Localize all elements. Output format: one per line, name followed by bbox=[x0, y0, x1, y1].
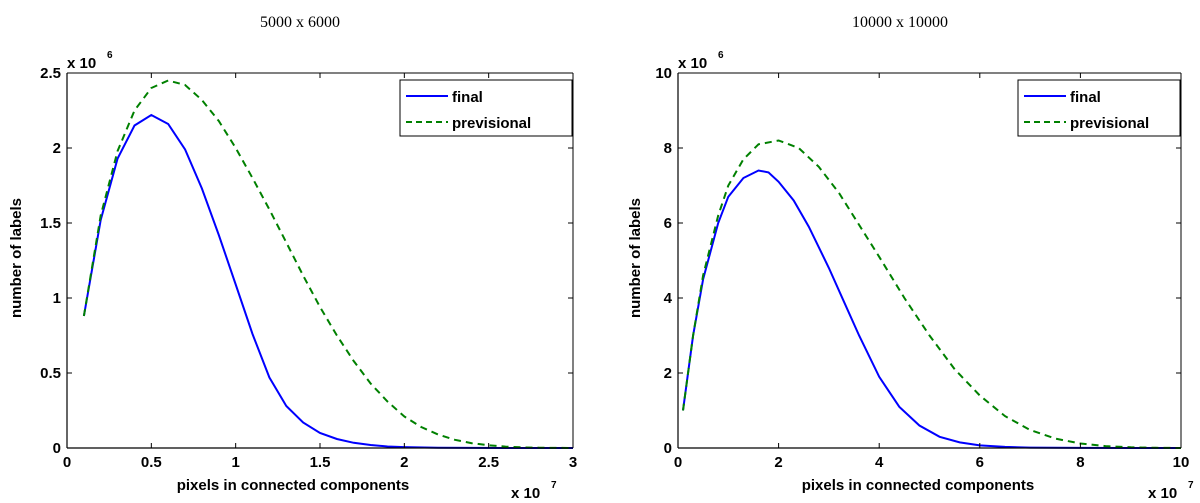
y-tick-label: 0 bbox=[664, 440, 672, 457]
x-tick-label: 6 bbox=[976, 454, 984, 471]
legend-label-final: final bbox=[1070, 89, 1101, 106]
y-axis-multiplier: x 10 6 bbox=[678, 50, 724, 72]
y-tick-label: 0.5 bbox=[40, 365, 61, 382]
legend-label-previsional: previsional bbox=[452, 115, 531, 132]
legend-box bbox=[1017, 79, 1181, 137]
y-axis-multiplier: x 10 6 bbox=[67, 50, 113, 72]
y-tick-label: 2.5 bbox=[40, 65, 61, 82]
x-multiplier-exponent: 7 bbox=[551, 480, 557, 491]
x-multiplier-base: x 10 bbox=[511, 485, 540, 502]
y-tick-label: 10 bbox=[655, 65, 672, 82]
y-multiplier-exponent: 6 bbox=[107, 50, 113, 61]
series-line-final bbox=[82, 113, 573, 449]
y-tick-label: 2 bbox=[53, 140, 61, 157]
x-tick-label: 0.5 bbox=[141, 454, 162, 471]
x-axis-multiplier: x 10 7 bbox=[511, 480, 557, 502]
y-tick-label: 4 bbox=[664, 290, 673, 307]
x-multiplier-base: x 10 bbox=[1148, 485, 1177, 502]
legend-label-previsional: previsional bbox=[1070, 115, 1149, 132]
x-tick-label: 10 bbox=[1173, 454, 1190, 471]
x-axis-multiplier: x 10 7 bbox=[1148, 480, 1194, 502]
series-line-previsional bbox=[82, 79, 574, 449]
x-tick-label: 2.5 bbox=[478, 454, 499, 471]
y-tick-label: 1 bbox=[53, 290, 61, 307]
legend: final previsional bbox=[1017, 79, 1181, 137]
x-tick-label: 8 bbox=[1076, 454, 1084, 471]
x-tick-label: 4 bbox=[875, 454, 884, 471]
x-axis-label: pixels in connected components bbox=[177, 477, 410, 494]
legend-box bbox=[399, 79, 573, 137]
x-tick-label: 2 bbox=[400, 454, 408, 471]
chart-title: 5000 x 6000 bbox=[260, 14, 340, 31]
y-tick-label: 1.5 bbox=[40, 215, 61, 232]
y-tick-label: 6 bbox=[664, 215, 672, 232]
y-tick-label: 2 bbox=[664, 365, 672, 382]
y-tick-label: 0 bbox=[53, 440, 61, 457]
y-axis-label: number of labels bbox=[8, 198, 25, 318]
series-line-final bbox=[682, 169, 1181, 449]
chart-title: 10000 x 10000 bbox=[852, 14, 948, 31]
x-tick-label: 0 bbox=[674, 454, 682, 471]
y-multiplier-base: x 10 bbox=[67, 55, 96, 72]
x-tick-label: 2 bbox=[774, 454, 782, 471]
y-axis-label: number of labels bbox=[627, 198, 644, 318]
x-tick-label: 0 bbox=[63, 454, 71, 471]
legend-label-final: final bbox=[452, 89, 483, 106]
chart-left: 5000 x 6000 0 0.5 1 1.5 2 2.5 3 0 0.5 1 1.5 2 2.5 pi… bbox=[8, 14, 577, 502]
x-tick-label: 3 bbox=[569, 454, 577, 471]
series-line-previsional bbox=[682, 139, 1182, 449]
x-tick-label: 1.5 bbox=[310, 454, 331, 471]
legend: final previsional bbox=[399, 79, 573, 137]
x-axis-label: pixels in connected components bbox=[802, 477, 1035, 494]
y-multiplier-base: x 10 bbox=[678, 55, 707, 72]
x-tick-label: 1 bbox=[231, 454, 239, 471]
y-tick-label: 8 bbox=[664, 140, 672, 157]
x-multiplier-exponent: 7 bbox=[1188, 480, 1194, 491]
chart-right: 10000 x 10000 0 2 4 6 8 10 0 2 4 6 8 10 pixels in c… bbox=[627, 14, 1194, 502]
y-multiplier-exponent: 6 bbox=[718, 50, 724, 61]
